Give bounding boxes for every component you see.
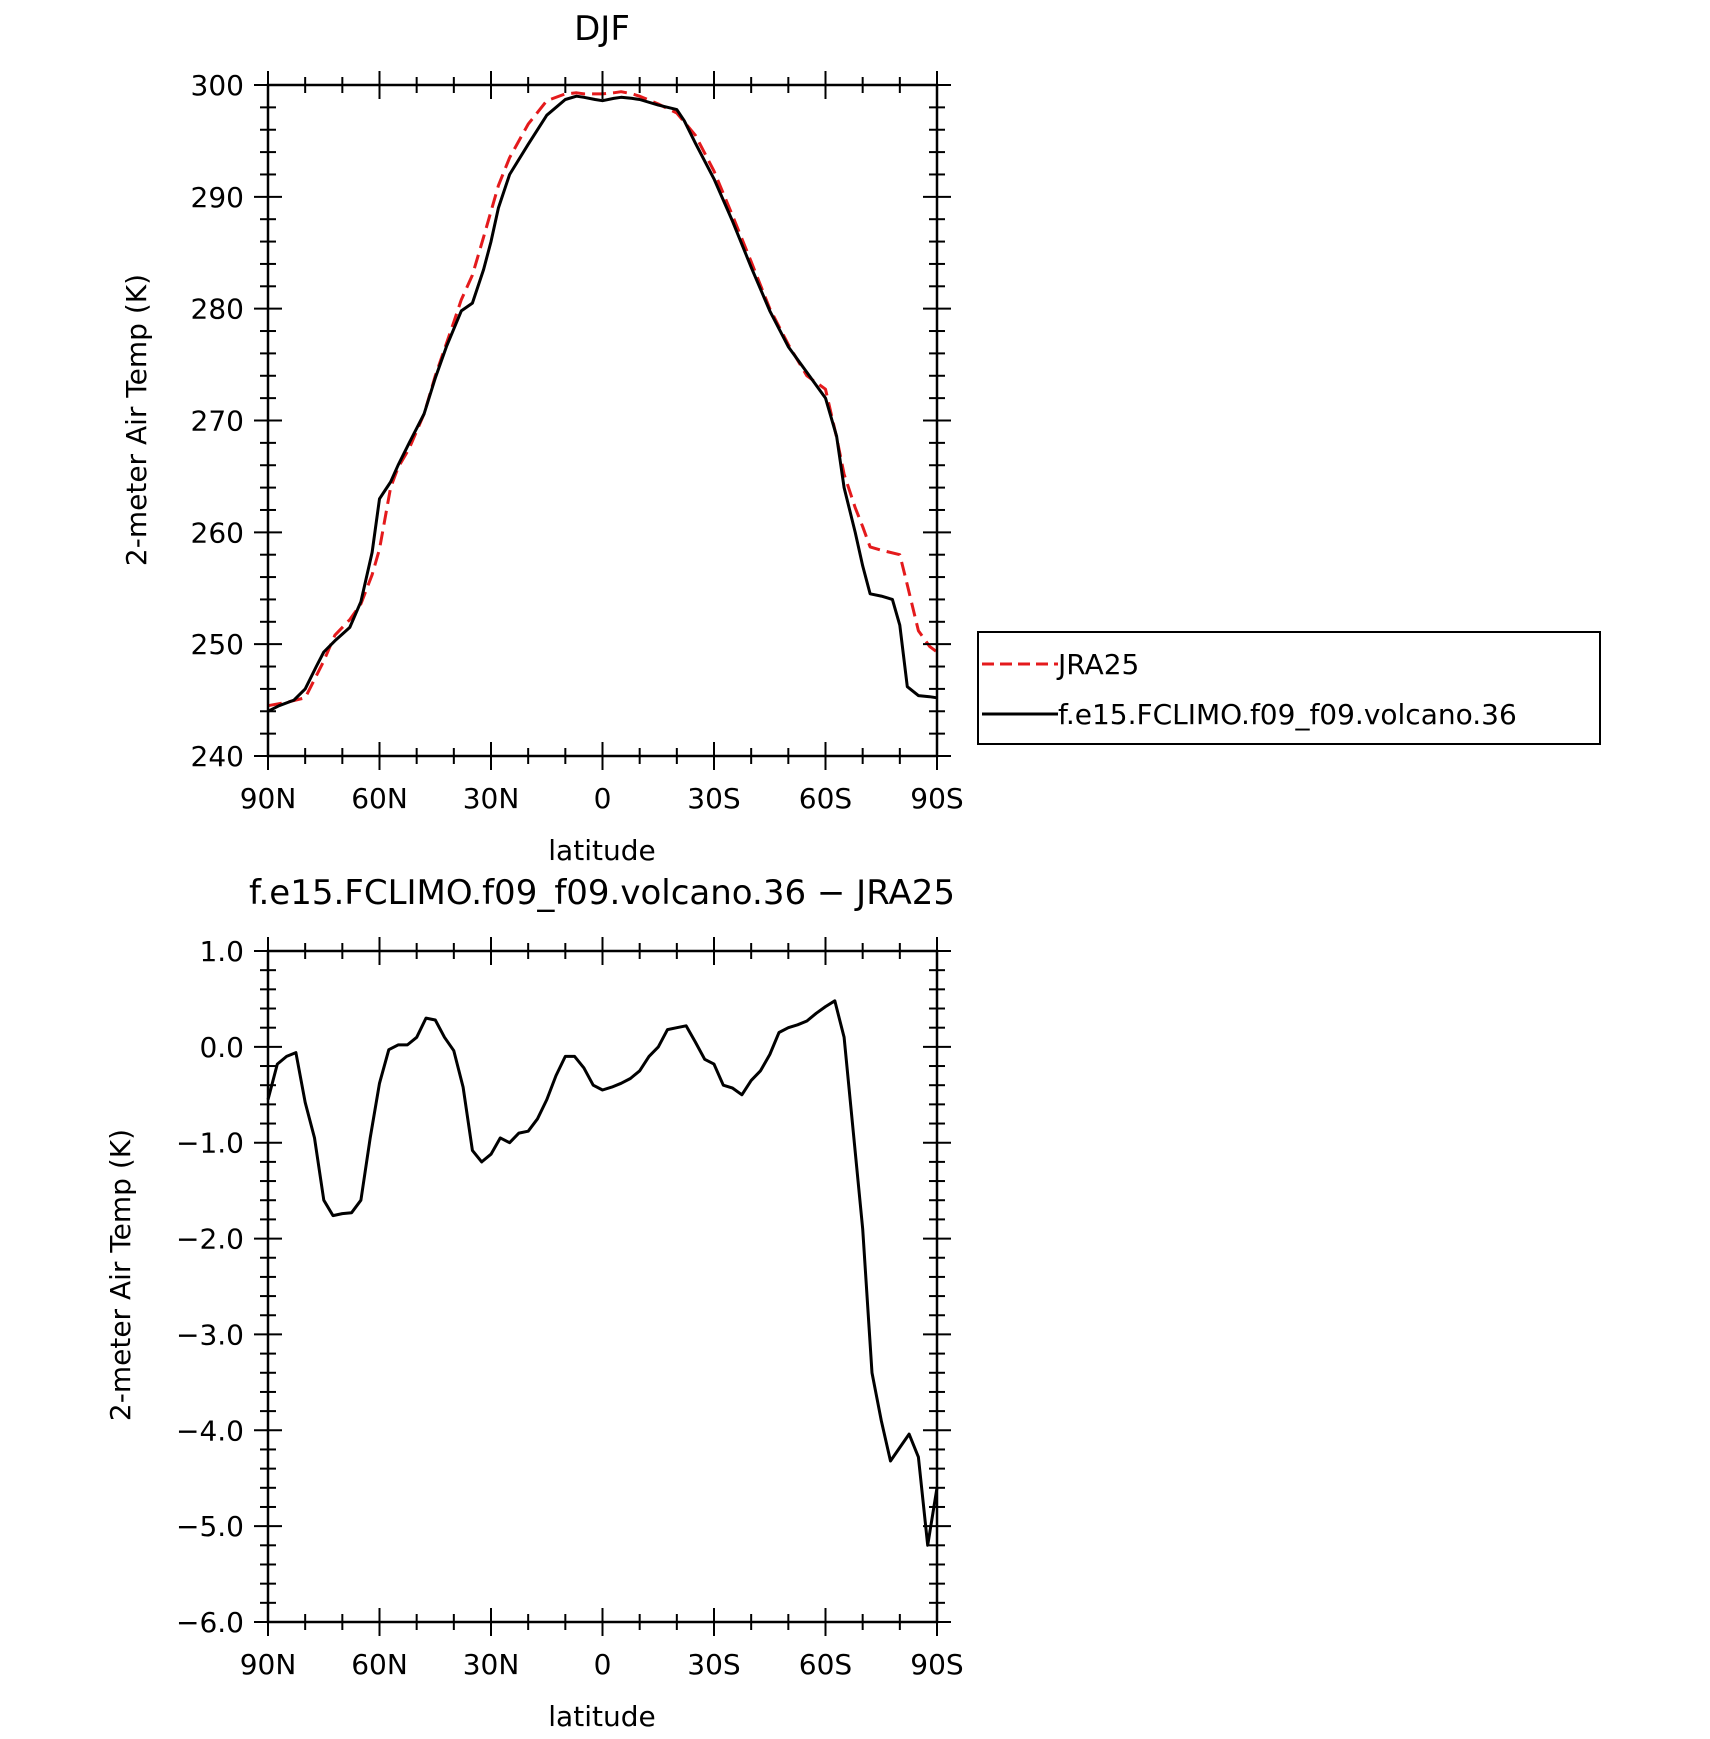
top-series-layer: [267, 90, 938, 713]
bottom-x-axis-title: latitude: [548, 1700, 655, 1733]
x-tick-label: 60S: [799, 1648, 852, 1681]
bottom-x-tick-labels: 90N 60N 30N 0 30S 60S 90S: [240, 1648, 964, 1681]
x-tick-label: 90S: [910, 782, 963, 815]
top-ticks: [254, 71, 951, 770]
x-tick-label: 30S: [687, 1648, 740, 1681]
top-chart-title: DJF: [574, 9, 630, 49]
bottom-series-layer: [266, 999, 939, 1547]
bottom-plot-frame: [266, 949, 939, 1624]
x-tick-label: 90S: [910, 1648, 963, 1681]
y-tick-label: 260: [191, 516, 244, 549]
x-tick-label: 0: [594, 1648, 612, 1681]
y-tick-label: −6.0: [176, 1606, 244, 1639]
y-tick-label: −2.0: [176, 1223, 244, 1256]
x-tick-label: 60S: [799, 782, 852, 815]
y-tick-label: −3.0: [176, 1318, 244, 1351]
x-tick-label: 60N: [351, 782, 408, 815]
top-plot-frame: [266, 83, 939, 758]
top-panel: DJF 300 290 280 270 260 250 240 90N 60N 30N 0 30S 6…: [120, 9, 964, 867]
y-tick-label: 270: [191, 405, 244, 438]
top-series-line-1: [267, 94, 938, 713]
y-tick-label: 0.0: [199, 1031, 244, 1064]
x-tick-label: 90N: [240, 1648, 297, 1681]
x-tick-label: 60N: [351, 1648, 408, 1681]
top-x-tick-labels: 90N 60N 30N 0 30S 60S 90S: [240, 782, 964, 815]
top-y-tick-labels: 300 290 280 270 260 250 240: [191, 69, 244, 773]
legend: JRA25 f.e15.FCLIMO.f09_f09.volcano.36: [977, 631, 1601, 745]
y-tick-label: 300: [191, 69, 244, 102]
bottom-y-tick-labels: 1.0 0.0 −1.0 −2.0 −3.0 −4.0 −5.0 −6.0: [176, 935, 244, 1639]
x-tick-label: 30N: [463, 782, 520, 815]
bottom-plot-area: [266, 949, 939, 1624]
x-tick-label: 90N: [240, 782, 297, 815]
top-x-axis-title: latitude: [548, 834, 655, 867]
legend-label-model: f.e15.FCLIMO.f09_f09.volcano.36: [1058, 698, 1517, 731]
y-tick-label: 290: [191, 181, 244, 214]
bottom-series-line-0: [266, 999, 939, 1547]
x-tick-label: 30N: [463, 1648, 520, 1681]
top-series-line-0: [267, 90, 938, 708]
bottom-y-axis-title: 2-meter Air Temp (K): [104, 1129, 137, 1421]
bottom-ticks: [254, 937, 951, 1636]
top-y-axis-title: 2-meter Air Temp (K): [120, 274, 153, 566]
y-tick-label: 240: [191, 740, 244, 773]
legend-label-jra25: JRA25: [1056, 648, 1139, 681]
y-tick-label: −1.0: [176, 1127, 244, 1160]
legend-box: [977, 631, 1601, 745]
x-tick-label: 30S: [687, 782, 740, 815]
y-tick-label: 250: [191, 628, 244, 661]
bottom-panel: f.e15.FCLIMO.f09_f09.volcano.36 − JRA25 …: [104, 873, 964, 1733]
y-tick-label: −4.0: [176, 1414, 244, 1447]
y-tick-label: 280: [191, 293, 244, 326]
y-tick-label: 1.0: [199, 935, 244, 968]
bottom-chart-title: f.e15.FCLIMO.f09_f09.volcano.36 − JRA25: [249, 873, 955, 913]
top-plot-area: [266, 83, 939, 758]
x-tick-label: 0: [594, 782, 612, 815]
y-tick-label: −5.0: [176, 1510, 244, 1543]
